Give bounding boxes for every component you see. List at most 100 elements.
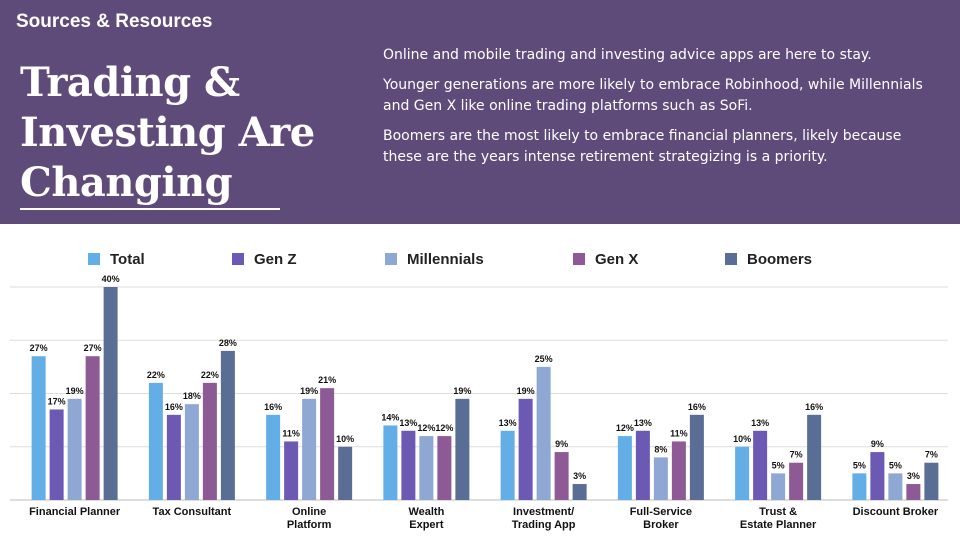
category-label: Financial Planner bbox=[29, 506, 121, 518]
legend-swatch bbox=[573, 253, 585, 265]
data-label: 9% bbox=[555, 439, 568, 449]
category-label: Wealth bbox=[408, 506, 444, 518]
bar bbox=[419, 436, 434, 500]
category-label: Full-Service bbox=[630, 506, 692, 518]
data-label: 7% bbox=[925, 450, 938, 460]
data-label: 22% bbox=[147, 370, 165, 380]
data-label: 5% bbox=[853, 460, 866, 470]
legend-item-boomers: Boomers bbox=[725, 248, 812, 270]
data-label: 27% bbox=[30, 343, 48, 353]
bar bbox=[338, 446, 353, 500]
bar bbox=[148, 382, 163, 500]
bar bbox=[924, 462, 939, 500]
data-label: 13% bbox=[634, 418, 652, 428]
bar bbox=[166, 414, 181, 500]
data-label: 12% bbox=[616, 423, 634, 433]
category-label: Broker bbox=[643, 519, 679, 531]
category-label: Online bbox=[292, 506, 326, 518]
data-label: 9% bbox=[871, 439, 884, 449]
bar bbox=[671, 441, 686, 500]
bar bbox=[771, 473, 786, 500]
data-label: 12% bbox=[435, 423, 453, 433]
legend-swatch bbox=[725, 253, 737, 265]
legend-label: Boomers bbox=[747, 250, 813, 268]
legend-swatch bbox=[232, 253, 244, 265]
description-paragraph: Younger generations are more likely to e… bbox=[383, 77, 923, 114]
legend-label: Gen Z bbox=[254, 250, 297, 268]
data-label: 22% bbox=[201, 370, 219, 380]
title-underline bbox=[20, 208, 280, 210]
data-label: 5% bbox=[772, 460, 785, 470]
bar bbox=[202, 382, 217, 500]
bar bbox=[689, 414, 704, 500]
legend-label: Gen X bbox=[595, 250, 639, 268]
bar bbox=[401, 430, 416, 500]
legend-item-millennials: Millennials bbox=[385, 248, 484, 270]
category-label: Expert bbox=[409, 519, 444, 531]
bar bbox=[437, 436, 452, 500]
category-label: Platform bbox=[287, 519, 332, 531]
data-label: 11% bbox=[282, 428, 300, 438]
data-label: 19% bbox=[300, 386, 318, 396]
legend-item-gen-z: Gen Z bbox=[232, 248, 297, 270]
bar bbox=[220, 350, 235, 500]
bar bbox=[617, 436, 632, 500]
chart-legend: Total Gen Z Millennials Gen X Boomers bbox=[0, 248, 960, 270]
bar bbox=[455, 398, 470, 500]
category-label: Investment/ bbox=[513, 506, 574, 518]
bar bbox=[184, 404, 199, 500]
category-label: Tax Consultant bbox=[153, 506, 232, 518]
bar-chart: 27%17%19%27%40%Financial Planner22%16%18… bbox=[10, 274, 948, 531]
bar bbox=[284, 441, 299, 500]
bar bbox=[753, 430, 768, 500]
description: Online and mobile trading and investing … bbox=[383, 45, 923, 177]
data-label: 14% bbox=[381, 412, 399, 422]
data-label: 10% bbox=[733, 434, 751, 444]
bar bbox=[807, 414, 822, 500]
bar bbox=[870, 452, 885, 500]
data-label: 27% bbox=[84, 343, 102, 353]
legend-swatch bbox=[88, 253, 100, 265]
legend-item-total: Total bbox=[88, 248, 145, 270]
bar bbox=[536, 366, 551, 500]
data-label: 5% bbox=[889, 460, 902, 470]
legend-item-gen-x: Gen X bbox=[573, 248, 638, 270]
data-label: 19% bbox=[453, 386, 471, 396]
bar bbox=[266, 414, 281, 500]
legend-label: Total bbox=[110, 250, 145, 268]
bar bbox=[500, 430, 515, 500]
bar bbox=[635, 430, 650, 500]
bar bbox=[103, 287, 118, 500]
bar bbox=[49, 409, 64, 500]
bar bbox=[554, 452, 569, 500]
data-label: 11% bbox=[670, 428, 688, 438]
data-label: 28% bbox=[219, 338, 237, 348]
data-label: 13% bbox=[499, 418, 517, 428]
bar bbox=[518, 398, 533, 500]
category-label: Trust & bbox=[759, 506, 797, 518]
data-label: 25% bbox=[535, 354, 553, 364]
bar bbox=[906, 484, 921, 500]
title-line: Changing bbox=[20, 159, 233, 206]
header-banner: Sources & Resources Trading & Investing … bbox=[0, 0, 960, 224]
data-label: 12% bbox=[417, 423, 435, 433]
bar bbox=[31, 356, 46, 500]
bar bbox=[85, 356, 100, 500]
bar bbox=[789, 462, 804, 500]
category-label: Estate Planner bbox=[740, 519, 817, 531]
data-label: 16% bbox=[264, 402, 282, 412]
data-label: 10% bbox=[336, 434, 354, 444]
data-label: 19% bbox=[66, 386, 84, 396]
data-label: 16% bbox=[805, 402, 823, 412]
legend-label: Millennials bbox=[407, 250, 484, 268]
description-paragraph: Online and mobile trading and investing … bbox=[383, 47, 872, 63]
bar bbox=[572, 484, 587, 500]
data-label: 16% bbox=[165, 402, 183, 412]
bar bbox=[383, 425, 398, 500]
data-label: 13% bbox=[751, 418, 769, 428]
data-label: 3% bbox=[907, 471, 920, 481]
data-label: 16% bbox=[688, 402, 706, 412]
data-label: 21% bbox=[318, 375, 336, 385]
legend-swatch bbox=[385, 253, 397, 265]
data-label: 13% bbox=[399, 418, 417, 428]
